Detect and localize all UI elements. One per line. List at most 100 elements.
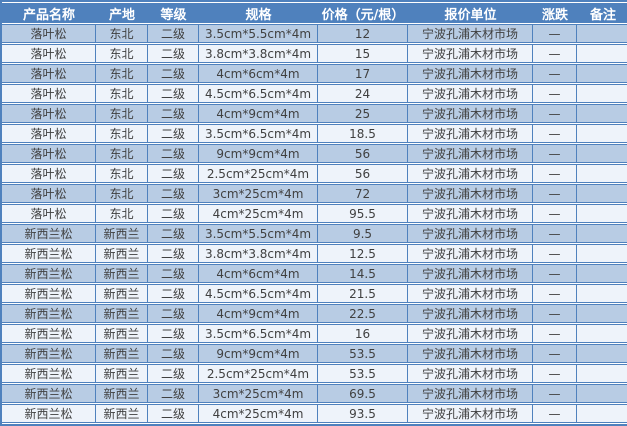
cell-spec: 4cm*6cm*4m [199,64,318,83]
cell-change: — [533,64,577,83]
cell-product: 新西兰松 [2,324,96,343]
cell-product: 落叶松 [2,104,96,123]
cell-quoter: 宁波孔浦木材市场 [408,164,533,183]
cell-price: 93.5 [318,404,408,423]
cell-product: 落叶松 [2,124,96,143]
cell-change: — [533,284,577,303]
cell-product: 新西兰松 [2,264,96,283]
cell-price: 53.5 [318,344,408,363]
cell-grade: 二级 [148,324,199,343]
table-row: 落叶松 东北 二级 3.5cm*6.5cm*4m 18.5 宁波孔浦木材市场 — [2,124,627,143]
cell-quoter: 宁波孔浦木材市场 [408,264,533,283]
table-row: 新西兰松 新西兰 二级 3.8cm*3.8cm*4m 12.5 宁波孔浦木材市场 — [2,244,627,263]
table-row: 落叶松 东北 二级 2.5cm*25cm*4m 56 宁波孔浦木材市场 — [2,164,627,183]
cell-product: 新西兰松 [2,284,96,303]
cell-quoter: 宁波孔浦木材市场 [408,144,533,163]
cell-spec: 2.5cm*25cm*4m [199,164,318,183]
cell-grade: 二级 [148,304,199,323]
cell-quoter: 宁波孔浦木材市场 [408,384,533,403]
cell-product: 落叶松 [2,64,96,83]
table-row: 新西兰松 新西兰 二级 3.5cm*6.5cm*4m 16 宁波孔浦木材市场 — [2,324,627,343]
cell-spec: 3cm*25cm*4m [199,384,318,403]
table-row: 落叶松 东北 二级 9cm*9cm*4m 56 宁波孔浦木材市场 — [2,144,627,163]
cell-price: 9.5 [318,224,408,243]
cell-price: 53.5 [318,364,408,383]
cell-note [577,344,627,363]
cell-grade: 二级 [148,264,199,283]
cell-spec: 3.5cm*6.5cm*4m [199,124,318,143]
cell-origin: 新西兰 [96,264,148,283]
cell-quoter: 宁波孔浦木材市场 [408,344,533,363]
cell-quoter: 宁波孔浦木材市场 [408,104,533,123]
cell-product: 新西兰松 [2,304,96,323]
cell-grade: 二级 [148,224,199,243]
cell-price: 24 [318,84,408,103]
cell-grade: 二级 [148,44,199,63]
cell-price: 17 [318,64,408,83]
cell-change: — [533,124,577,143]
cell-quoter: 宁波孔浦木材市场 [408,64,533,83]
cell-origin: 新西兰 [96,364,148,383]
cell-product: 落叶松 [2,84,96,103]
col-header-note: 备注 [577,3,627,23]
cell-price: 18.5 [318,124,408,143]
cell-note [577,184,627,203]
table-row: 落叶松 东北 二级 4cm*25cm*4m 95.5 宁波孔浦木材市场 — [2,204,627,223]
cell-origin: 新西兰 [96,324,148,343]
cell-change: — [533,144,577,163]
cell-spec: 2.5cm*25cm*4m [199,364,318,383]
cell-price: 56 [318,144,408,163]
cell-change: — [533,404,577,423]
cell-spec: 4cm*25cm*4m [199,204,318,223]
cell-grade: 二级 [148,124,199,143]
cell-note [577,24,627,43]
cell-spec: 4.5cm*6.5cm*4m [199,84,318,103]
cell-spec: 4cm*6cm*4m [199,264,318,283]
cell-price: 25 [318,104,408,123]
cell-change: — [533,264,577,283]
cell-price: 72 [318,184,408,203]
cell-change: — [533,344,577,363]
cell-product: 新西兰松 [2,404,96,423]
table-row: 新西兰松 新西兰 二级 4cm*25cm*4m 93.5 宁波孔浦木材市场 — [2,404,627,423]
cell-note [577,384,627,403]
cell-note [577,144,627,163]
cell-quoter: 宁波孔浦木材市场 [408,84,533,103]
cell-spec: 4.5cm*6.5cm*4m [199,284,318,303]
cell-grade: 二级 [148,344,199,363]
col-header-grade: 等级 [148,3,199,23]
table-row: 落叶松 东北 二级 4cm*6cm*4m 17 宁波孔浦木材市场 — [2,64,627,83]
table-row: 落叶松 东北 二级 3.5cm*5.5cm*4m 12 宁波孔浦木材市场 — [2,24,627,43]
cell-note [577,364,627,383]
table-row: 新西兰松 新西兰 二级 3.5cm*5.5cm*4m 9.5 宁波孔浦木材市场 — [2,224,627,243]
cell-grade: 二级 [148,184,199,203]
table-row: 新西兰松 新西兰 二级 3cm*25cm*4m 69.5 宁波孔浦木材市场 — [2,384,627,403]
cell-quoter: 宁波孔浦木材市场 [408,284,533,303]
cell-note [577,64,627,83]
cell-note [577,44,627,63]
cell-price: 56 [318,164,408,183]
cell-origin: 东北 [96,204,148,223]
cell-change: — [533,104,577,123]
cell-product: 新西兰松 [2,224,96,243]
cell-quoter: 宁波孔浦木材市场 [408,204,533,223]
cell-product: 新西兰松 [2,384,96,403]
cell-grade: 二级 [148,64,199,83]
cell-spec: 9cm*9cm*4m [199,144,318,163]
cell-change: — [533,204,577,223]
cell-origin: 东北 [96,184,148,203]
cell-grade: 二级 [148,384,199,403]
cell-change: — [533,304,577,323]
cell-product: 新西兰松 [2,364,96,383]
col-header-origin: 产地 [96,3,148,23]
cell-product: 落叶松 [2,184,96,203]
cell-origin: 东北 [96,124,148,143]
table-row: 新西兰松 新西兰 二级 4cm*6cm*4m 14.5 宁波孔浦木材市场 — [2,264,627,283]
header-row: 产品名称 产地 等级 规格 价格（元/根） 报价单位 涨跌 备注 [2,3,627,23]
cell-quoter: 宁波孔浦木材市场 [408,244,533,263]
cell-product: 新西兰松 [2,344,96,363]
cell-product: 落叶松 [2,44,96,63]
cell-grade: 二级 [148,24,199,43]
cell-quoter: 宁波孔浦木材市场 [408,124,533,143]
